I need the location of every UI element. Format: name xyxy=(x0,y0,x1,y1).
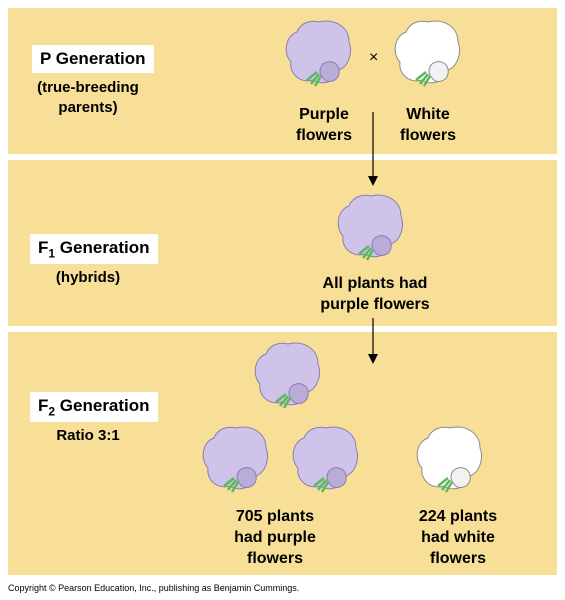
arrow-f1-to-f2 xyxy=(368,318,378,364)
p-generation-title: P Generation xyxy=(32,45,154,73)
f2-generation-title: F2 Generation xyxy=(30,392,158,423)
purple-flower-icon xyxy=(200,424,272,500)
copyright-notice: Copyright © Pearson Education, Inc., pub… xyxy=(8,583,300,593)
f2-purple-count-label: 705 plants had purple flowers xyxy=(234,508,316,567)
purple-flower-icon xyxy=(252,340,324,416)
cross-symbol: × xyxy=(369,49,379,66)
f2-white-count-label: 224 plants had white flowers xyxy=(418,508,498,567)
purple-flower-icon xyxy=(290,424,362,500)
white-flower-icon xyxy=(414,424,486,500)
f1-generation-title: F1 Generation xyxy=(30,234,158,265)
f2-ratio-label: Ratio 3:1 xyxy=(56,427,120,444)
f1-result-label: All plants had purple flowers xyxy=(320,275,430,313)
p-generation-panel xyxy=(8,8,557,154)
p-generation-subtitle: (true-breeding parents) xyxy=(37,79,139,116)
purple-parent-label: Purple flowers xyxy=(295,106,352,144)
white-parent-label: White flowers xyxy=(399,106,456,144)
purple-flower-icon xyxy=(335,192,407,268)
arrow-p-to-f1 xyxy=(368,112,378,186)
white-flower-icon xyxy=(392,18,464,94)
purple-flower-icon xyxy=(283,18,355,94)
f1-generation-subtitle: (hybrids) xyxy=(55,269,121,286)
